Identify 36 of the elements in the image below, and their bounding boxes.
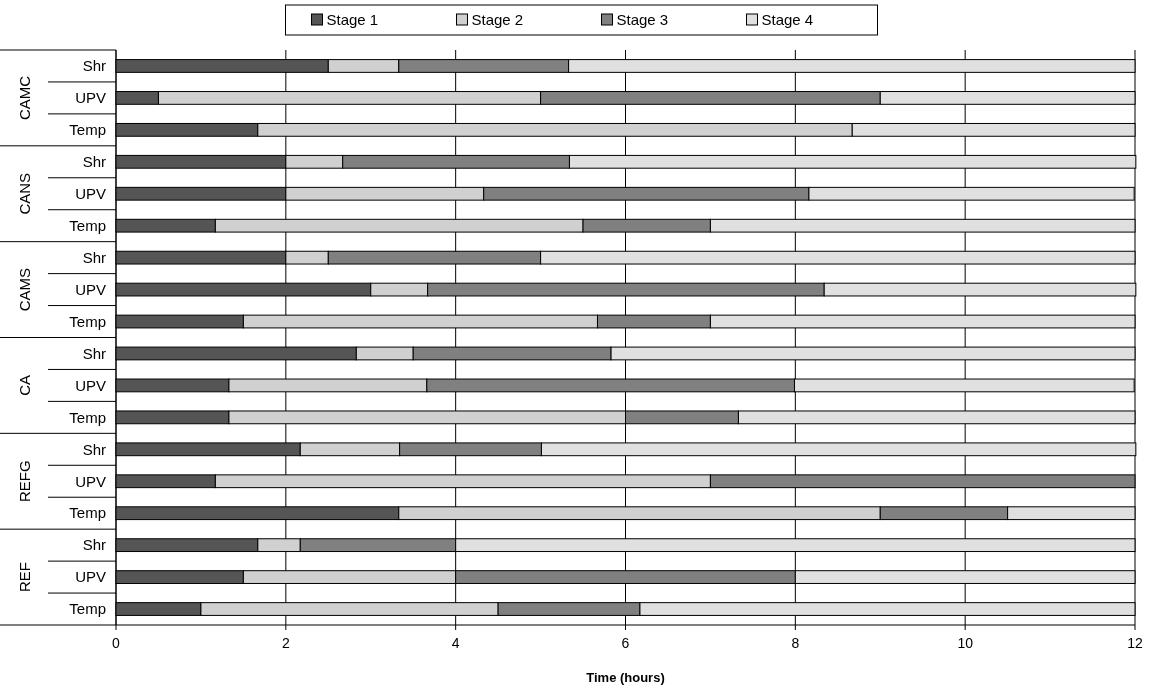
y-tick-label: Shr [82, 344, 106, 362]
y-tick-label: Shr [82, 57, 106, 75]
y-tick-label: Temp [69, 121, 106, 139]
x-tick-label: 8 [791, 635, 800, 651]
y-tick-label: Shr [82, 440, 106, 458]
y-tick-label: UPV [75, 376, 106, 394]
y-tick-label: Temp [69, 216, 106, 234]
y-tick-label: Shr [82, 536, 106, 554]
text: REF [16, 562, 33, 593]
legend-label: Stage 1 [326, 11, 379, 28]
text: CANS [16, 172, 33, 215]
y-tick-label: UPV [75, 185, 106, 202]
y-tick-label: Shr [82, 248, 106, 266]
x-tick-label: 6 [621, 635, 630, 651]
legend-label: Stage 2 [471, 11, 524, 28]
y-tick-label: UPV [75, 568, 106, 586]
text: CAMC [16, 75, 33, 120]
y-tick-label: Temp [69, 600, 106, 618]
y-tick-label: UPV [75, 280, 106, 298]
y-tick-label: Temp [69, 312, 106, 330]
x-axis-title: Time (hours) [586, 670, 665, 685]
y-tick-label: Temp [69, 408, 106, 426]
y-tick-label: UPV [75, 89, 106, 107]
x-tick-label: 4 [451, 635, 460, 651]
y-tick-label: UPV [75, 472, 106, 490]
x-tick-label: 12 [1127, 635, 1143, 651]
x-tick-label: 2 [281, 635, 290, 651]
y-tick-label: Temp [69, 504, 106, 522]
x-tick-label: 10 [957, 635, 974, 651]
y-tick-label: Shr [82, 153, 106, 171]
text: REFG [16, 460, 33, 503]
text: CA [16, 374, 33, 396]
text: CAMS [16, 267, 33, 312]
x-tick-label: 0 [112, 635, 121, 651]
legend-label: Stage 3 [616, 11, 669, 28]
legend-label: Stage 4 [761, 11, 814, 28]
